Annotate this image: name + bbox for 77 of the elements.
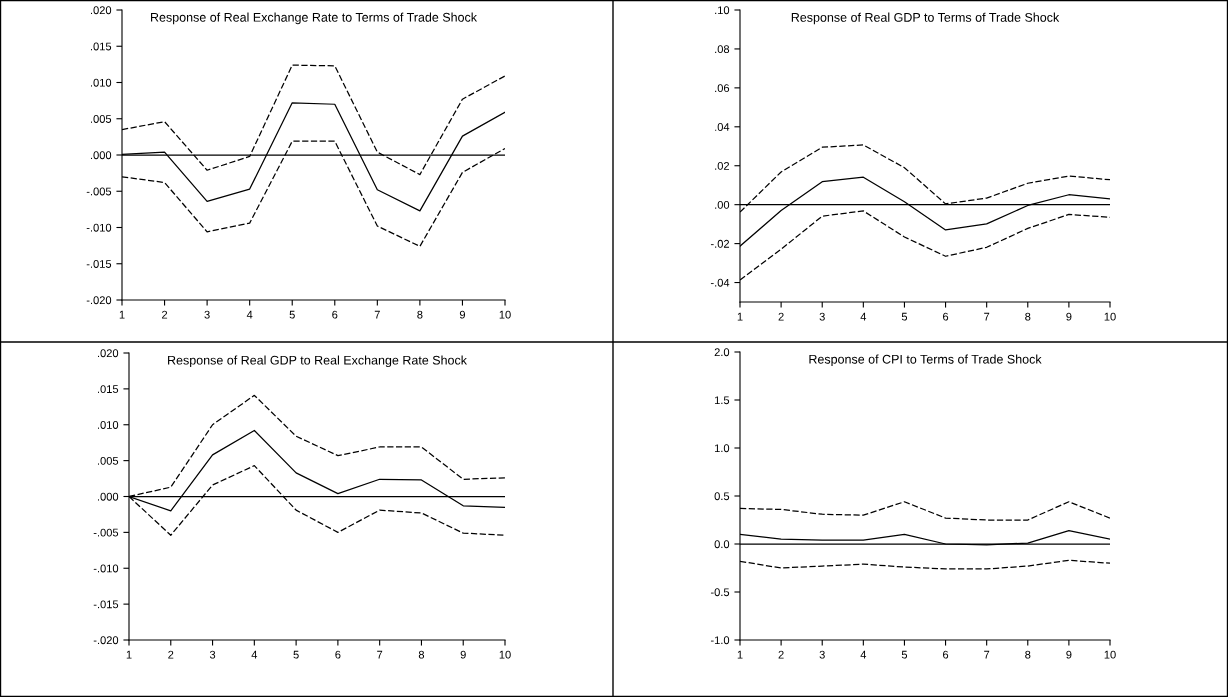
x-tick-label: 4: [251, 650, 258, 659]
x-tick-label: 2: [778, 650, 784, 659]
x-tick-label: 7: [984, 312, 990, 321]
y-tick-label: -.015: [93, 600, 119, 609]
x-tick-label: 5: [901, 650, 908, 659]
chart-title: Response of Real GDP to Real Exchange Rate Shock: [168, 355, 467, 368]
x-tick-label: 3: [819, 650, 825, 659]
x-tick-label: 10: [1104, 312, 1116, 321]
y-tick-label: -1.0: [710, 636, 730, 645]
x-tick-label: 3: [819, 312, 825, 321]
x-tick-label: 10: [499, 650, 511, 659]
y-tick-label: .015: [90, 42, 112, 51]
x-tick-label: 7: [377, 650, 383, 659]
y-tick-label: .020: [97, 349, 119, 358]
y-tick-label: -.010: [86, 223, 112, 232]
x-tick-label: 5: [901, 312, 908, 321]
x-tick-label: 2: [778, 312, 784, 321]
x-tick-label: 1: [119, 310, 125, 319]
x-tick-label: 2: [162, 310, 168, 319]
y-tick-label: .000: [90, 151, 112, 160]
x-tick-label: 8: [1025, 312, 1031, 321]
y-tick-label: .02: [715, 162, 730, 170]
chart-title: Response of Real Exchange Rate to Terms of Trade Shock: [151, 12, 478, 25]
x-tick-label: 7: [984, 650, 990, 659]
x-tick-label: 10: [499, 310, 511, 319]
y-tick-label: .010: [97, 421, 119, 429]
y-tick-label: -.02: [710, 239, 730, 248]
y-tick-label: .005: [90, 115, 112, 123]
x-tick-label: 7: [374, 310, 380, 319]
y-tick-label: 2.0: [714, 348, 730, 357]
x-tick-label: 8: [1025, 650, 1031, 659]
x-tick-label: 9: [459, 310, 466, 319]
y-tick-label: .015: [97, 385, 119, 394]
y-tick-label: .020: [90, 6, 112, 15]
x-tick-label: 5: [293, 650, 299, 659]
y-tick-label: -.015: [86, 260, 112, 268]
x-tick-label: 1: [737, 312, 743, 321]
x-tick-label: 1: [126, 650, 132, 659]
y-tick-label: -0.5: [710, 588, 730, 597]
y-tick-label: -.005: [93, 528, 119, 537]
y-tick-label: .010: [90, 78, 112, 87]
y-tick-label: 1.0: [714, 444, 730, 453]
y-tick-label: 0.5: [714, 492, 730, 501]
x-tick-label: 4: [860, 650, 867, 659]
y-tick-label: -.005: [86, 187, 112, 196]
x-tick-label: 1: [737, 650, 743, 659]
y-tick-label: -.020: [86, 296, 112, 305]
x-tick-label: 8: [417, 310, 423, 319]
y-tick-label: .00: [715, 200, 730, 209]
x-tick-label: 2: [168, 650, 174, 659]
x-tick-label: 6: [332, 310, 338, 319]
x-tick-label: 9: [1066, 312, 1072, 321]
y-tick-label: .04: [715, 123, 730, 131]
y-tick-label: .06: [715, 84, 730, 92]
x-tick-label: 9: [460, 650, 466, 659]
chart-title: Response of CPI to Terms of Trade Shock: [809, 354, 1042, 367]
y-tick-label: .005: [97, 456, 119, 465]
y-tick-label: 0.0: [714, 540, 730, 549]
x-tick-label: 8: [418, 650, 425, 659]
x-tick-label: 9: [1066, 650, 1072, 659]
y-tick-label: .08: [715, 45, 730, 54]
x-tick-label: 4: [246, 310, 253, 319]
x-tick-label: 6: [335, 650, 341, 659]
y-tick-label: -.020: [93, 636, 119, 645]
y-tick-label: -.04: [710, 278, 730, 287]
y-tick-label: .10: [715, 6, 730, 15]
x-tick-label: 10: [1104, 650, 1116, 659]
x-tick-label: 3: [209, 650, 216, 659]
y-tick-label: -.010: [93, 564, 119, 573]
x-tick-label: 6: [943, 650, 949, 659]
y-tick-label: 1.5: [714, 396, 730, 405]
chart-title: Response of Real GDP to Terms of Trade Shock: [791, 12, 1060, 25]
x-tick-label: 5: [289, 310, 295, 319]
x-tick-label: 4: [860, 312, 867, 321]
y-tick-label: .000: [97, 492, 119, 501]
x-tick-label: 6: [943, 312, 949, 321]
x-tick-label: 3: [204, 310, 210, 319]
